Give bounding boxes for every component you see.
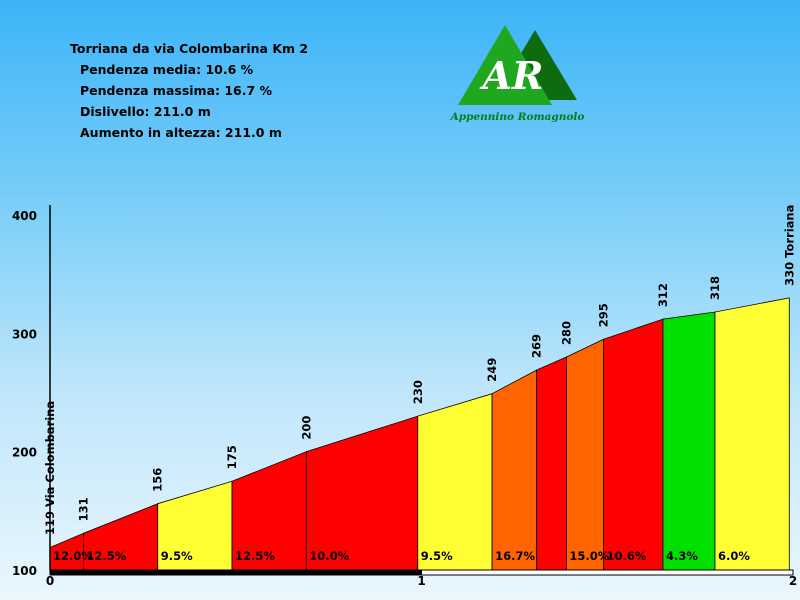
grade-label: 12.5%: [86, 549, 126, 563]
altitude-label: 330 Torriana: [782, 205, 796, 286]
grade-segment: [491, 369, 538, 571]
altitude-label: 119 Via Colombarina: [43, 401, 57, 535]
average-grade: Pendenza media: 10.6 %: [80, 62, 254, 77]
climb-info: Torriana da via Colombarina Km 2 Pendenz…: [70, 38, 308, 143]
altitude-label: 269: [530, 334, 544, 358]
grade-segments: [49, 297, 790, 571]
grade-label: 4.3%: [666, 549, 698, 563]
x-tick-label: 0: [46, 574, 54, 588]
logo-front-mountain: [458, 25, 552, 105]
chart-axes: 100 200 300 400 0 1 2: [12, 205, 797, 588]
altitude-label: 156: [151, 468, 165, 492]
altitude-label: 295: [597, 303, 611, 327]
max-grade: Pendenza massima: 16.7 %: [80, 83, 273, 98]
grade-segment: [662, 311, 716, 571]
altitude-label: 318: [708, 276, 722, 300]
grade-segment: [417, 393, 493, 571]
altitude-label: 131: [76, 497, 90, 521]
altitude-label: 200: [299, 416, 313, 440]
grade-segment: [536, 356, 567, 571]
grade-segment: [603, 318, 664, 571]
logo-letters: AR: [479, 53, 543, 98]
altitude-label: 312: [656, 283, 670, 307]
logo: AR: [458, 25, 577, 105]
y-tick-label: 100: [12, 564, 37, 578]
y-tick-label: 200: [12, 446, 37, 460]
grade-label: 9.5%: [421, 549, 453, 563]
grade-label: 15.0%: [569, 549, 609, 563]
grade-label: 10.0%: [309, 549, 349, 563]
climb-title: Torriana da via Colombarina Km 2: [70, 41, 309, 56]
y-tick-label: 300: [12, 327, 37, 341]
altitude-label: 230: [411, 380, 425, 404]
grade-label: 6.0%: [718, 549, 750, 563]
x-tick-label: 1: [417, 574, 425, 588]
altitude-label: 175: [225, 445, 239, 469]
chart-labels: 12.0%12.5% 9.5% 12.5% 10.0% 9.5% 16.7% 15.0%10…: [43, 205, 796, 563]
y-tick-label: 400: [12, 209, 37, 223]
grade-label: 12.5%: [235, 549, 275, 563]
grade-segment: [714, 297, 790, 571]
km-bar: [49, 569, 422, 576]
grade-label: 9.5%: [161, 549, 193, 563]
elevation-difference: Dislivello: 211.0 m: [80, 104, 211, 119]
grade-segment: [305, 415, 419, 571]
elevation-gain: Aumento in altezza: 211.0 m: [80, 125, 282, 140]
grade-label: 10.6%: [607, 549, 647, 563]
x-tick-label: 2: [789, 574, 797, 588]
grade-segment: [565, 338, 604, 571]
km-bar: [421, 569, 794, 576]
altitude-label: 280: [559, 321, 573, 345]
grade-label: 12.0%: [53, 549, 93, 563]
altitude-label: 249: [485, 358, 499, 382]
logo-name: Appennino Romagnolo: [450, 111, 585, 123]
grade-label: 16.7%: [495, 549, 535, 563]
